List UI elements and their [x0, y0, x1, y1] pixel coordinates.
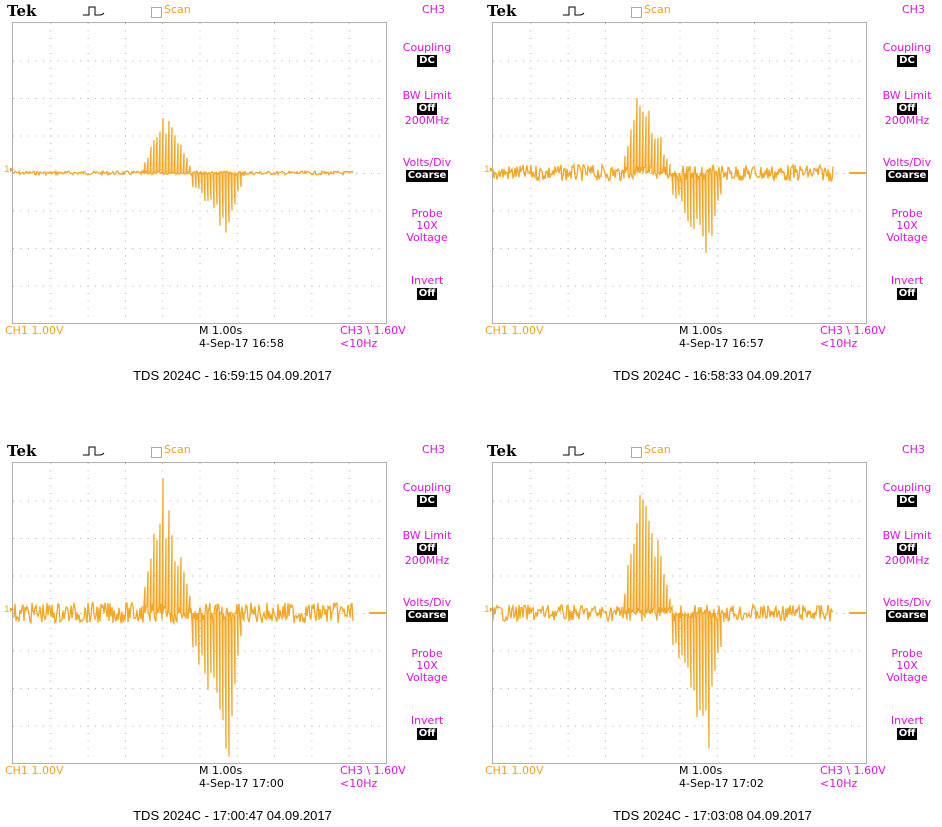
ch1-ground-marker: 1▸: [4, 165, 15, 175]
invert-menu-button[interactable]: Invert Off: [410, 274, 444, 300]
ch1-scale-readout: CH1 1.00V: [5, 764, 64, 777]
invert-menu-button[interactable]: Invert Off: [890, 274, 924, 300]
scan-mode-icon: [151, 7, 162, 18]
graticule: [13, 463, 386, 757]
menu-channel-title: CH3: [422, 443, 445, 456]
trigger-frequency-readout: <10Hz: [340, 337, 378, 350]
timebase-readout: M 1.00s: [679, 764, 723, 777]
brand-logo: Tek: [487, 442, 517, 460]
timestamp-readout: 4-Sep-17 16:57: [679, 337, 764, 350]
probe-menu-button[interactable]: Probe 10X Voltage: [406, 207, 448, 244]
bw-limit-menu-button[interactable]: BW Limit Off 200MHz: [882, 529, 932, 567]
screenshot-caption: TDS 2024C - 17:00:47 04.09.2017: [133, 808, 332, 823]
ch1-waveform-trace: [13, 478, 354, 757]
coupling-menu-button[interactable]: Coupling DC: [882, 41, 932, 67]
screenshot-caption: TDS 2024C - 17:03:08 04.09.2017: [613, 808, 812, 823]
ch1-scale-readout: CH1 1.00V: [485, 764, 544, 777]
ch1-scale-readout: CH1 1.00V: [485, 324, 544, 337]
trigger-readout: CH3 \ 1.60V: [340, 764, 406, 777]
brand-logo: Tek: [487, 2, 517, 20]
graticule: [493, 463, 866, 757]
scan-label: Scan: [164, 3, 191, 16]
status-bar: Tek Scan CH3: [484, 2, 941, 22]
bw-limit-menu-button[interactable]: BW Limit Off 200MHz: [402, 529, 452, 567]
status-bar: Tek Scan CH3: [4, 2, 461, 22]
menu-channel-title: CH3: [902, 3, 925, 16]
menu-channel-title: CH3: [902, 443, 925, 456]
waveform-display: [492, 22, 867, 324]
menu-channel-title: CH3: [422, 3, 445, 16]
probe-menu-button[interactable]: Probe 10X Voltage: [886, 207, 928, 244]
trigger-run-icon: [563, 6, 585, 16]
trigger-run-icon: [563, 446, 585, 456]
brand-logo: Tek: [7, 2, 37, 20]
scan-mode-icon: [631, 447, 642, 458]
volts-div-menu-button[interactable]: Volts/Div Coarse: [402, 156, 452, 182]
trigger-frequency-readout: <10Hz: [340, 777, 378, 790]
trigger-run-icon: [83, 446, 105, 456]
scan-label: Scan: [644, 3, 671, 16]
invert-menu-button[interactable]: Invert Off: [890, 714, 924, 740]
ch1-ground-marker: 1▸: [484, 605, 495, 615]
readout-bar: CH1 1.00V M 1.00s 4-Sep-17 16:57 CH3 \ 1…: [484, 322, 941, 354]
scope-screen: Tek Scan CH3 1▸ Coupling DC BW Limit Off…: [4, 442, 461, 794]
screenshot-caption: TDS 2024C - 16:58:33 04.09.2017: [613, 368, 812, 383]
probe-menu-button[interactable]: Probe 10X Voltage: [406, 647, 448, 684]
volts-div-menu-button[interactable]: Volts/Div Coarse: [882, 156, 932, 182]
volts-div-menu-button[interactable]: Volts/Div Coarse: [882, 596, 932, 622]
probe-menu-button[interactable]: Probe 10X Voltage: [886, 647, 928, 684]
bw-limit-menu-button[interactable]: BW Limit Off 200MHz: [882, 89, 932, 127]
status-bar: Tek Scan CH3: [484, 442, 941, 462]
ch1-ground-marker: 1▸: [4, 605, 15, 615]
scope-screen: Tek Scan CH3 1▸ Coupling DC BW Limit Off…: [484, 442, 941, 794]
readout-bar: CH1 1.00V M 1.00s 4-Sep-17 16:58 CH3 \ 1…: [4, 322, 461, 354]
scan-label: Scan: [644, 443, 671, 456]
ch1-scale-readout: CH1 1.00V: [5, 324, 64, 337]
ch1-waveform-trace: [493, 494, 834, 749]
timebase-readout: M 1.00s: [199, 324, 243, 337]
timestamp-readout: 4-Sep-17 16:58: [199, 337, 284, 350]
trigger-run-icon: [83, 6, 105, 16]
waveform-display: [492, 462, 867, 764]
brand-logo: Tek: [7, 442, 37, 460]
status-bar: Tek Scan CH3: [4, 442, 461, 462]
volts-div-menu-button[interactable]: Volts/Div Coarse: [402, 596, 452, 622]
readout-bar: CH1 1.00V M 1.00s 4-Sep-17 17:02 CH3 \ 1…: [484, 762, 941, 794]
ch1-waveform-trace: [493, 98, 834, 253]
coupling-menu-button[interactable]: Coupling DC: [882, 481, 932, 507]
waveform-display: [12, 462, 387, 764]
scope-screen: Tek Scan CH3 1▸ Coupling DC BW Limit Off…: [484, 2, 941, 354]
trigger-frequency-readout: <10Hz: [820, 777, 858, 790]
bw-limit-menu-button[interactable]: BW Limit Off 200MHz: [402, 89, 452, 127]
invert-menu-button[interactable]: Invert Off: [410, 714, 444, 740]
timebase-readout: M 1.00s: [199, 764, 243, 777]
graticule: [13, 23, 380, 317]
scan-mode-icon: [631, 7, 642, 18]
graticule: [493, 23, 866, 317]
ch1-waveform-trace: [13, 118, 354, 233]
readout-bar: CH1 1.00V M 1.00s 4-Sep-17 17:00 CH3 \ 1…: [4, 762, 461, 794]
timebase-readout: M 1.00s: [679, 324, 723, 337]
trigger-readout: CH3 \ 1.60V: [340, 324, 406, 337]
trigger-readout: CH3 \ 1.60V: [820, 764, 886, 777]
scan-label: Scan: [164, 443, 191, 456]
ch1-ground-marker: 1▸: [484, 165, 495, 175]
timestamp-readout: 4-Sep-17 17:00: [199, 777, 284, 790]
trigger-frequency-readout: <10Hz: [820, 337, 858, 350]
coupling-menu-button[interactable]: Coupling DC: [402, 481, 452, 507]
trigger-readout: CH3 \ 1.60V: [820, 324, 886, 337]
screenshot-caption: TDS 2024C - 16:59:15 04.09.2017: [133, 368, 332, 383]
waveform-display: [12, 22, 387, 324]
timestamp-readout: 4-Sep-17 17:02: [679, 777, 764, 790]
coupling-menu-button[interactable]: Coupling DC: [402, 41, 452, 67]
scan-mode-icon: [151, 447, 162, 458]
scope-screen: Tek Scan CH3 1▸ Coupling DC BW Limit Off…: [4, 2, 461, 354]
